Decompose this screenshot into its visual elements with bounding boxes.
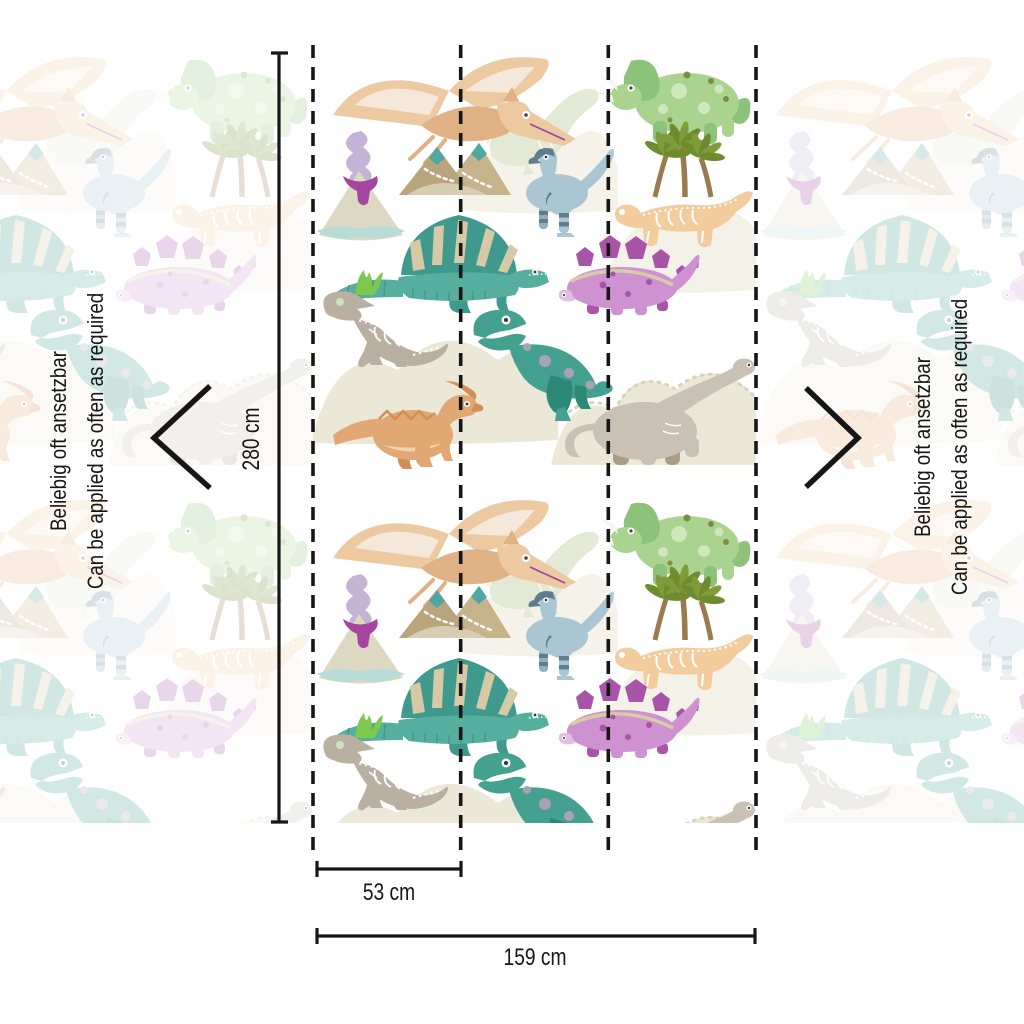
chevron-left-icon bbox=[149, 383, 212, 491]
chevron-right-icon bbox=[804, 386, 862, 490]
repeat-note-right-de: Beliebig oft ansetzbar bbox=[910, 357, 935, 537]
panel-width-label: 53 cm bbox=[362, 879, 416, 906]
repeat-note-right-en: Can be applied as often as required bbox=[947, 298, 972, 596]
repeat-note-right: Beliebig oft ansetzbar Can be applied as… bbox=[904, 299, 978, 595]
height-label: 280 cm bbox=[238, 407, 265, 471]
repeat-note-left: Beliebig oft ansetzbar Can be applied as… bbox=[40, 293, 114, 589]
height-measure-line bbox=[271, 51, 288, 824]
repeat-note-left-en: Can be applied as often as required bbox=[83, 292, 108, 590]
panel-width-measure-line bbox=[315, 861, 463, 877]
total-width-label: 159 cm bbox=[503, 944, 567, 971]
total-width-measure-line bbox=[315, 928, 757, 944]
repeat-note-left-de: Beliebig oft ansetzbar bbox=[46, 351, 71, 531]
